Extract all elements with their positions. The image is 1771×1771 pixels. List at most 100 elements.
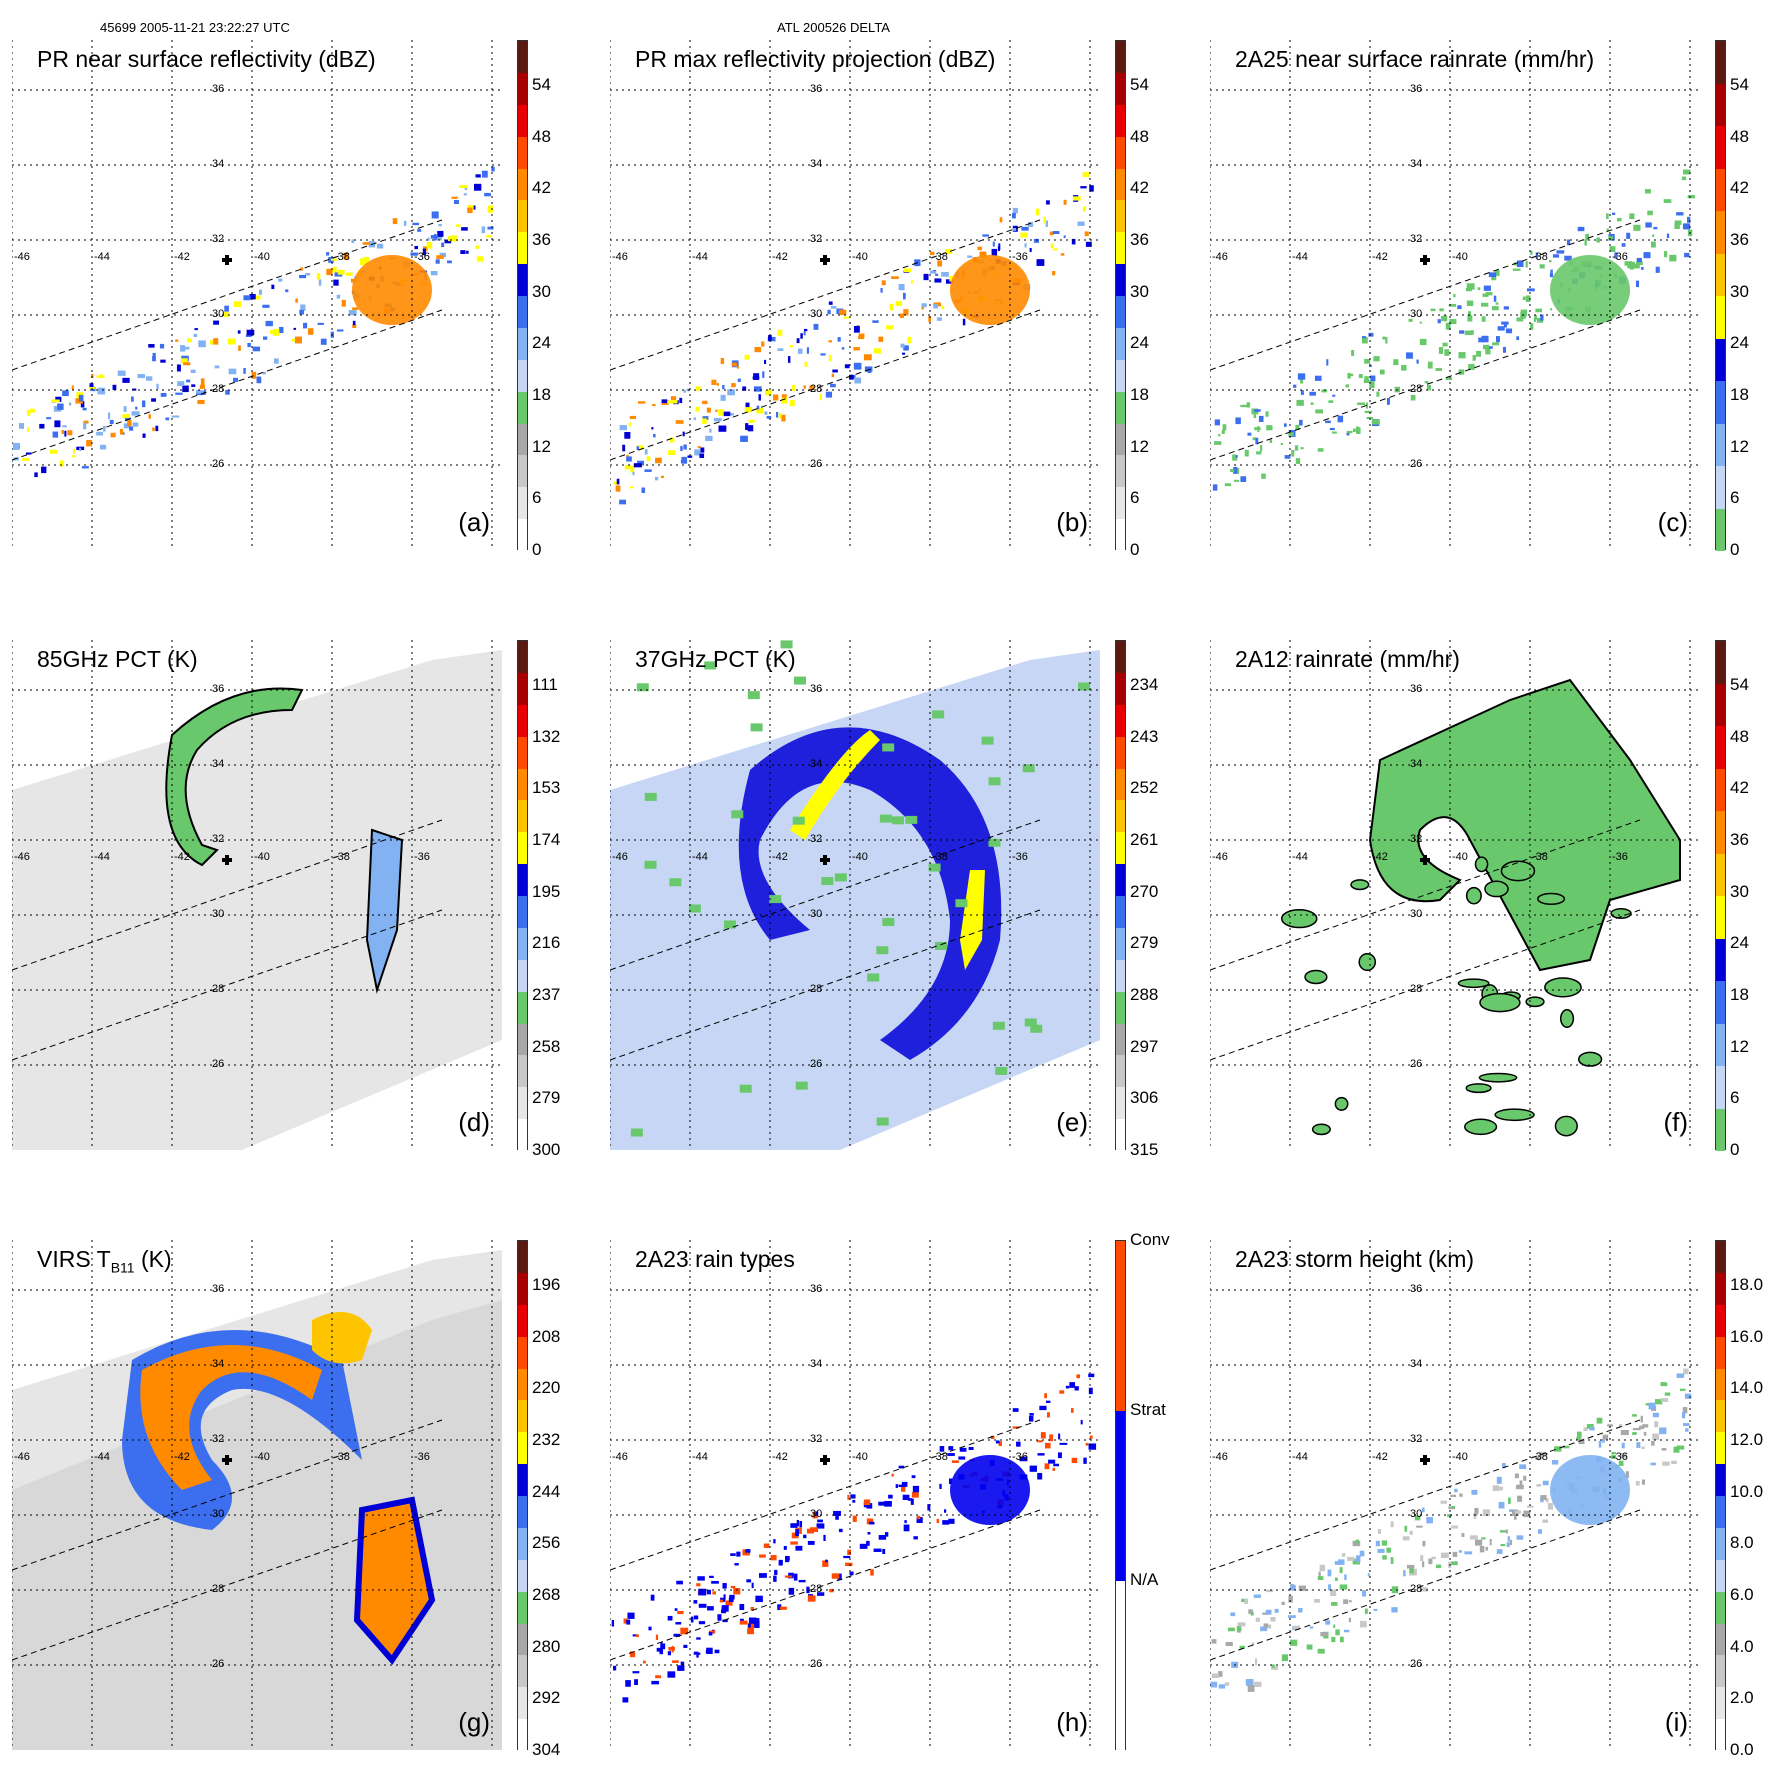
precip-pixel (790, 1523, 798, 1528)
colorbar-segment (518, 736, 527, 769)
rain-cell (1494, 1108, 1535, 1122)
precip-pixel (1224, 483, 1232, 487)
precip-pixel (256, 376, 262, 384)
precip-pixel (1684, 1393, 1692, 1399)
precip-pixel (1318, 1571, 1321, 1577)
precip-pixel (1549, 260, 1552, 263)
precip-pixel (1509, 1539, 1513, 1545)
precip-pixel (1410, 394, 1416, 401)
rain-cell (1577, 1051, 1603, 1067)
precip-pixel (613, 481, 618, 485)
precip-pixel (12, 442, 20, 450)
precip-pixel (646, 456, 651, 461)
colorbar-tick-label: 243 (1130, 726, 1159, 746)
lat-label: 32 (810, 1433, 822, 1445)
precip-pixel (72, 455, 76, 458)
green-pixel (934, 941, 947, 950)
precip-pixel (634, 1679, 638, 1686)
precip-pixel (1542, 1480, 1549, 1486)
precip-pixel (747, 1625, 754, 1630)
rain-cell (1484, 880, 1509, 898)
precip-pixel (797, 348, 803, 354)
precip-pixel (888, 1494, 893, 1499)
precip-pixel (1255, 1617, 1261, 1622)
precip-pixel (1632, 1427, 1641, 1431)
precip-pixel (412, 222, 420, 226)
precip-pixel (1364, 1608, 1368, 1614)
precip-pixel (1088, 1373, 1095, 1378)
precip-pixel (667, 450, 676, 455)
colorbar-segment (518, 1304, 527, 1337)
precip-pixel (1265, 411, 1269, 417)
precip-pixel (1296, 399, 1304, 406)
colorbar-d (517, 640, 528, 1151)
precip-pixel (817, 1519, 823, 1523)
precip-pixel (911, 1475, 916, 1479)
storm-center-marker (1420, 855, 1430, 865)
precip-pixel (770, 1555, 777, 1561)
lat-label: 34 (212, 758, 224, 770)
lat-label: 30 (810, 1508, 822, 1520)
precip-pixel (636, 446, 639, 451)
precip-pixel (1089, 185, 1094, 192)
precip-pixel (1669, 254, 1677, 262)
precip-pixel (1458, 369, 1465, 375)
precip-pixel (1016, 1441, 1021, 1447)
precip-pixel (884, 1500, 892, 1507)
precip-pixel (1495, 270, 1500, 276)
precip-pixel (1583, 1427, 1588, 1431)
precip-pixel (1080, 1420, 1083, 1425)
precip-pixel (928, 316, 932, 322)
precip-pixel (49, 449, 58, 454)
storm-center-marker (820, 255, 830, 265)
precip-pixel (475, 245, 480, 249)
precip-pixel (1629, 213, 1635, 220)
precip-pixel (1298, 1585, 1306, 1592)
precip-pixel (778, 413, 782, 419)
precip-pixel (1059, 1390, 1065, 1394)
precip-pixel (1618, 1424, 1623, 1428)
precip-pixel (1514, 1510, 1522, 1514)
lat-label: 28 (1410, 983, 1422, 995)
precip-pixel (677, 1665, 685, 1671)
precip-pixel (410, 252, 418, 256)
precip-pixel (1280, 443, 1284, 446)
precip-pixel (46, 417, 52, 420)
lon-label: -38 (932, 851, 948, 863)
colorbar-tick-label: 258 (532, 1036, 561, 1056)
precip-pixel (632, 1634, 638, 1637)
precip-pixel (796, 338, 800, 344)
precip-pixel (841, 347, 845, 350)
precip-pixel (210, 339, 215, 345)
panel-label-g: (g) (458, 1707, 490, 1737)
precip-pixel (447, 260, 452, 264)
precip-pixel (903, 1524, 910, 1532)
precip-pixel (320, 338, 327, 345)
precip-pixel (626, 1619, 631, 1625)
precip-pixel (651, 427, 654, 430)
precip-pixel (779, 1606, 787, 1610)
green-pixel (630, 1128, 643, 1137)
lon-label: -44 (94, 851, 110, 863)
precip-pixel (903, 345, 909, 351)
precip-pixel (677, 1610, 684, 1615)
colorbar-segment (1716, 1432, 1725, 1465)
colorbar-tick-label: 300 (532, 1140, 561, 1159)
precip-pixel (1535, 1456, 1540, 1460)
precip-pixel (748, 1622, 755, 1628)
precip-pixel (1451, 1505, 1456, 1509)
precip-pixel (1681, 176, 1687, 181)
colorbar-segment (1116, 1119, 1125, 1151)
lat-label: 34 (1410, 758, 1422, 770)
precip-pixel (1227, 1627, 1235, 1632)
colorbar-tick-label: 10.0 (1730, 1481, 1764, 1501)
precip-pixel (1331, 1602, 1338, 1606)
precip-pixel (1247, 432, 1252, 436)
precip-pixel (1602, 1434, 1609, 1440)
precip-pixel (1347, 372, 1351, 379)
precip-pixel (1601, 1439, 1605, 1443)
precip-pixel (350, 278, 355, 283)
precip-pixel (487, 226, 494, 230)
colorbar-segment (518, 1241, 527, 1273)
precip-pixel (625, 1680, 631, 1687)
